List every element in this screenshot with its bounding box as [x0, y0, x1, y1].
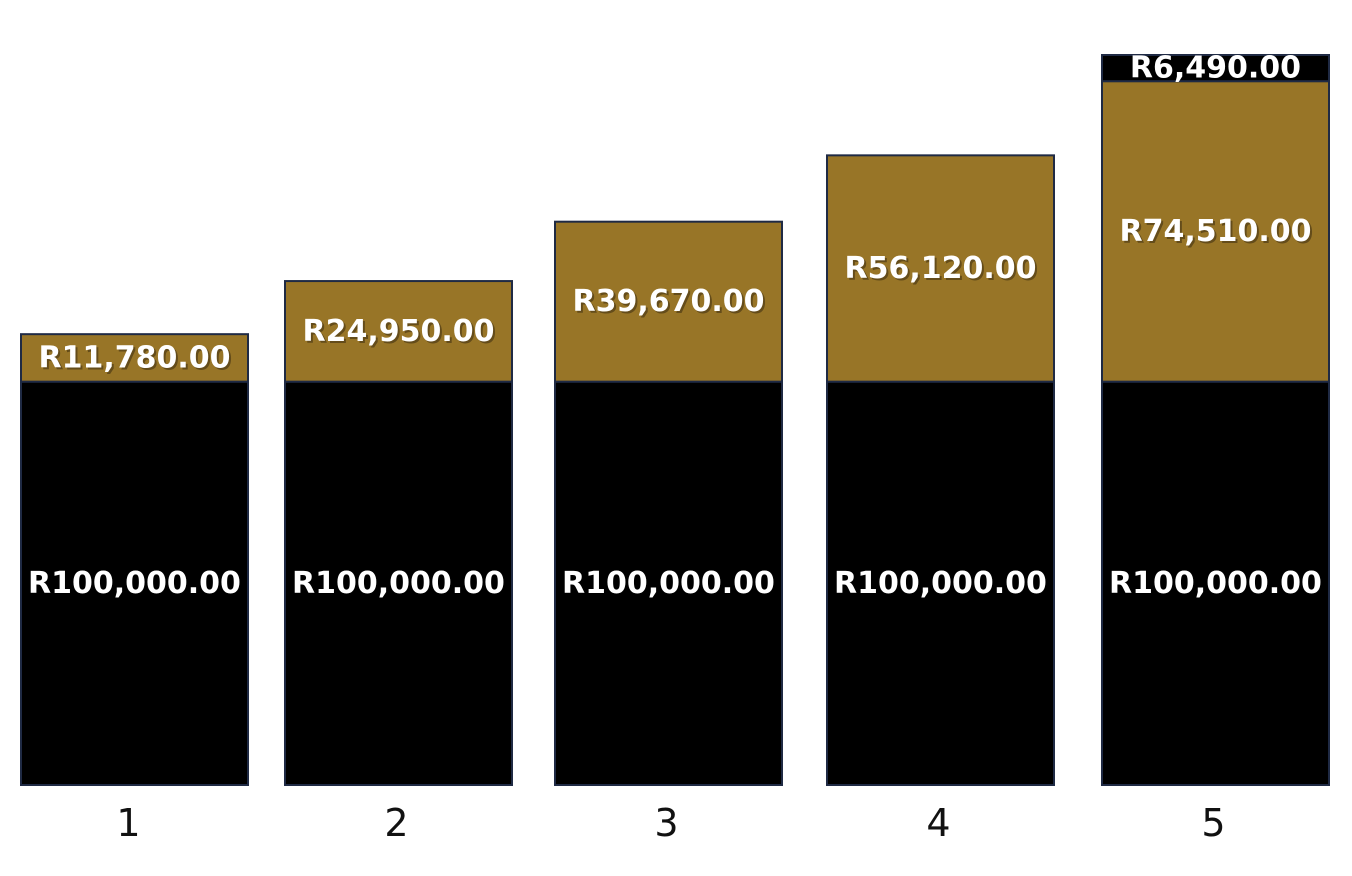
category-label-4: 4	[926, 801, 950, 845]
segment-label-shadow-1: R11,780.00	[40, 342, 232, 377]
segment-labels-layer: R100,000.00R11,780.00R11,780.00R100,000.…	[28, 51, 1322, 601]
segment-label-growth-4: R56,120.00	[844, 251, 1036, 286]
category-labels-layer: 1 2 3 4 5	[116, 801, 1225, 845]
segment-label-growth-3: R39,670.00	[572, 284, 764, 319]
bar-growth-5	[1101, 80, 1330, 383]
category-label-5: 5	[1201, 801, 1225, 845]
bar-base-1	[20, 380, 249, 786]
segment-label-growth-5: R74,510.00	[1119, 214, 1311, 249]
bar-base-5	[1101, 380, 1330, 786]
bar-growth-4	[826, 154, 1055, 383]
segment-label-growth-1: R11,780.00	[38, 340, 230, 375]
category-label-1: 1	[116, 801, 140, 845]
bars-layer	[20, 54, 1330, 786]
segment-label-base-4: R100,000.00	[834, 566, 1047, 601]
segment-label-base-1: R100,000.00	[28, 566, 241, 601]
segment-label-shadow-5: R74,510.00	[1121, 216, 1313, 251]
bar-base-3	[554, 380, 783, 786]
bar-base-4	[826, 380, 1055, 786]
segment-label-shadow-3: R39,670.00	[574, 286, 766, 321]
segment-label-growth-2: R24,950.00	[302, 314, 494, 349]
segment-label-shadow-2: R24,950.00	[304, 316, 496, 351]
segment-label-base-5: R100,000.00	[1109, 566, 1322, 601]
category-label-3: 3	[654, 801, 678, 845]
bar-growth-1	[20, 333, 249, 383]
bar-extra-5	[1101, 54, 1330, 83]
segment-label-base-3: R100,000.00	[562, 566, 775, 601]
bar-growth-3	[554, 220, 783, 383]
segment-label-base-2: R100,000.00	[292, 566, 505, 601]
segment-label-shadow-4: R56,120.00	[846, 253, 1038, 288]
category-label-2: 2	[384, 801, 408, 845]
segment-label-extra-5: R6,490.00	[1130, 51, 1301, 86]
bar-growth-2	[284, 280, 513, 383]
